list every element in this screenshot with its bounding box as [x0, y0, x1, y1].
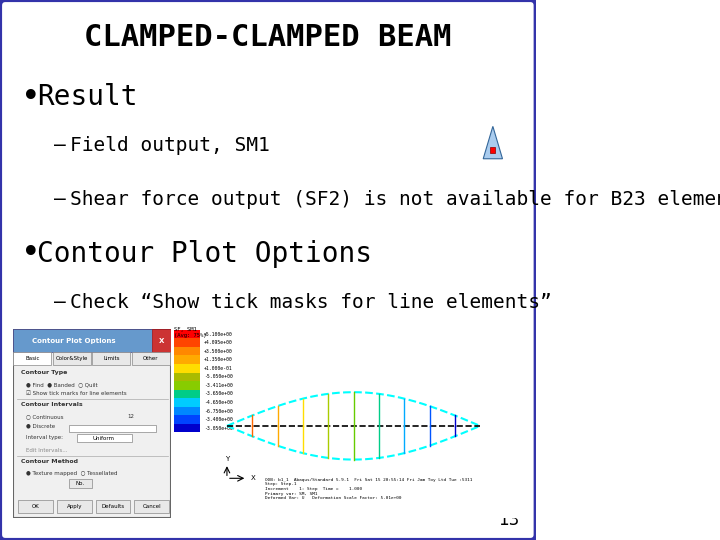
Text: –: – — [53, 293, 66, 312]
Text: Field output, SM1: Field output, SM1 — [70, 136, 269, 156]
Text: Shear force output (SF2) is not available for B23 element: Shear force output (SF2) is not availabl… — [70, 190, 720, 210]
Text: Check “Show tick masks for line elements”: Check “Show tick masks for line elements… — [70, 293, 552, 312]
Text: •: • — [22, 80, 41, 114]
Text: •: • — [22, 237, 41, 271]
FancyBboxPatch shape — [0, 0, 536, 540]
Text: Contour Plot Options: Contour Plot Options — [37, 240, 372, 268]
Text: 13: 13 — [498, 511, 520, 529]
Text: –: – — [53, 190, 66, 210]
Text: CLAMPED-CLAMPED BEAM: CLAMPED-CLAMPED BEAM — [84, 23, 451, 52]
Text: Result: Result — [37, 83, 138, 111]
Text: –: – — [53, 136, 66, 156]
